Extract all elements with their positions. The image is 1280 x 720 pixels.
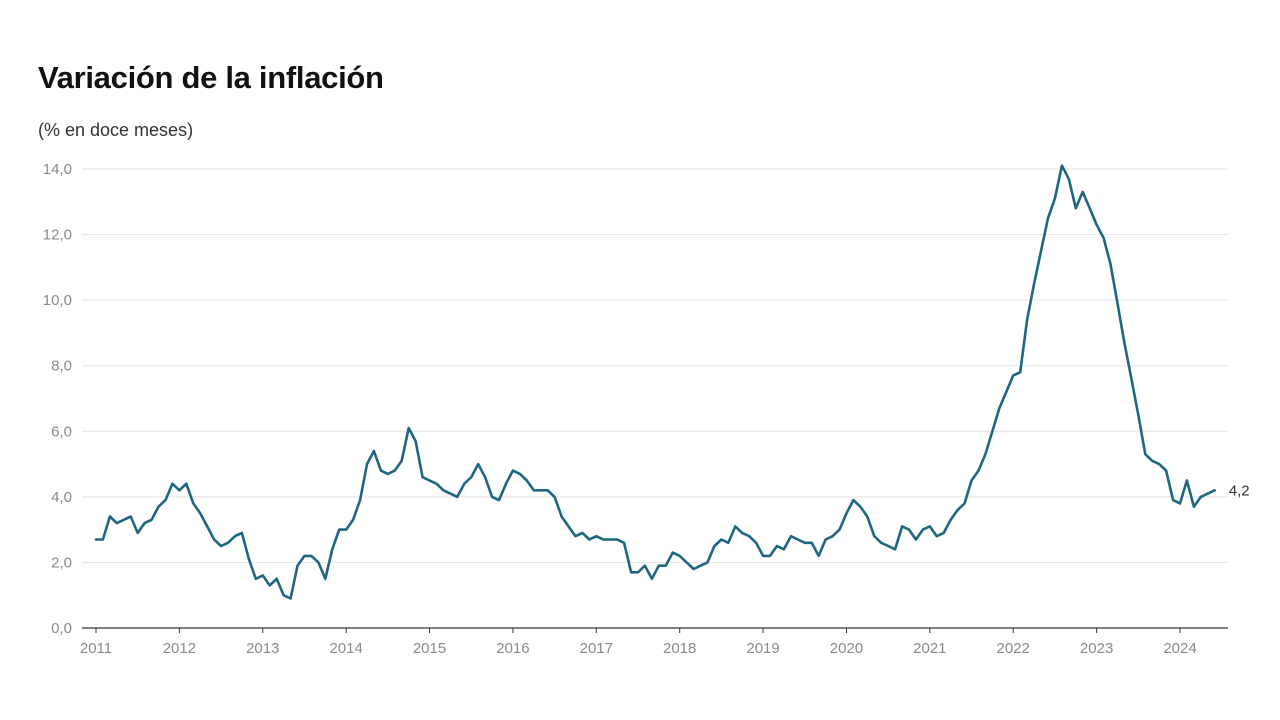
x-tick-label: 2024: [1163, 640, 1196, 657]
y-tick-label: 8,0: [51, 358, 72, 375]
y-tick-label: 12,0: [43, 227, 72, 244]
y-axis-ticks: 0,0 2,0 4,0 6,0 8,0 10,0 12,0 14,0: [43, 161, 72, 637]
y-tick-label: 2,0: [51, 554, 72, 571]
gridlines: [82, 168, 1228, 563]
x-tick-label: 2011: [80, 640, 112, 657]
x-tick-label: 2022: [997, 640, 1030, 657]
end-value-label: 4,2: [1229, 482, 1250, 499]
x-axis-ticks: 2011 2012 2013 2014 2015 2016 2017 2018 2019 2020…: [80, 628, 1197, 657]
chart-title: Variación de la inflación: [38, 60, 384, 95]
x-tick-label: 2023: [1080, 640, 1113, 657]
x-tick-label: 2012: [163, 640, 196, 657]
x-tick-label: 2017: [580, 640, 613, 657]
y-tick-label: 6,0: [51, 423, 72, 440]
y-tick-label: 10,0: [43, 292, 72, 309]
series-line: [94, 164, 1216, 600]
x-tick-label: 2018: [663, 640, 696, 657]
x-tick-label: 2013: [246, 640, 279, 657]
y-tick-label: 0,0: [51, 620, 72, 637]
x-tick-label: 2021: [913, 640, 946, 657]
x-tick-label: 2015: [413, 640, 446, 657]
x-tick-label: 2014: [329, 640, 362, 657]
y-tick-label: 4,0: [51, 489, 72, 506]
x-tick-label: 2016: [496, 640, 529, 657]
x-tick-label: 2020: [830, 640, 863, 657]
chart-subtitle: (% en doce meses): [38, 120, 194, 140]
x-tick-label: 2019: [746, 640, 779, 657]
y-tick-label: 14,0: [43, 161, 72, 178]
